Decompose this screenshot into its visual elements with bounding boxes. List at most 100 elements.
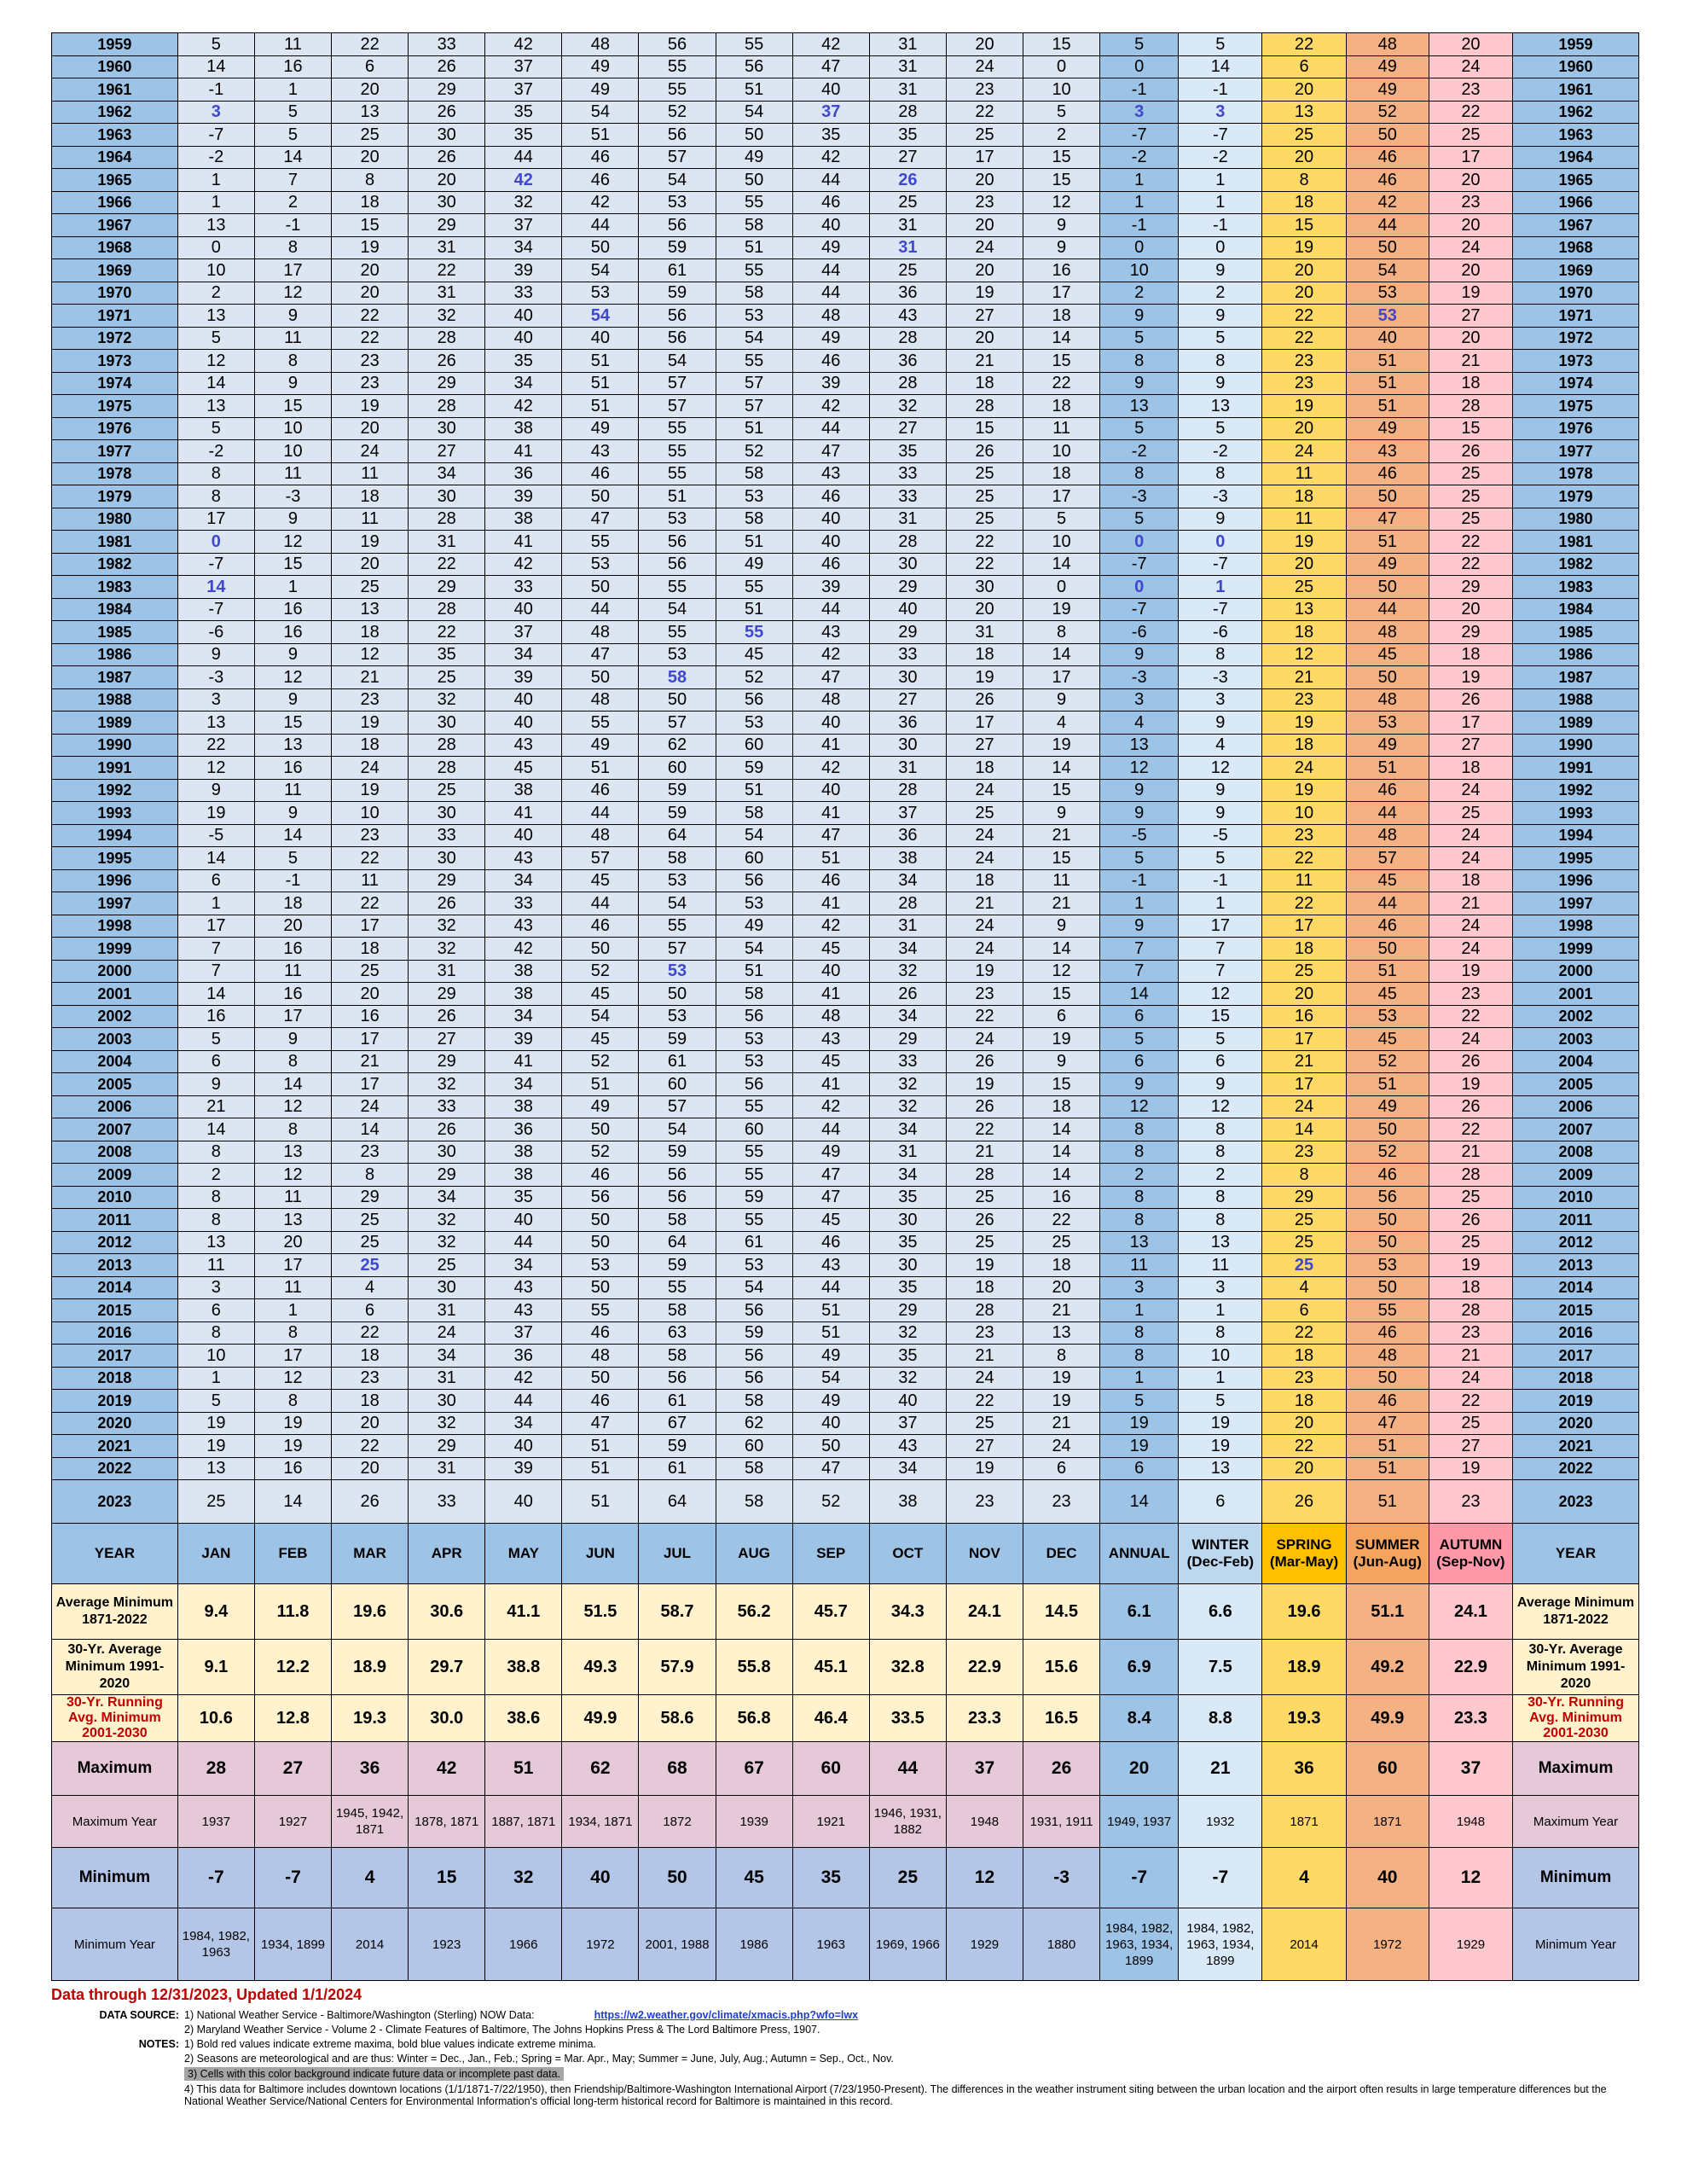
year-row-oct-cell: 29: [868, 1298, 947, 1322]
year-row-oct-cell: 35: [868, 1185, 947, 1209]
year-row-jan-cell: 5: [177, 326, 255, 350]
year-row-jun-cell: 53: [561, 552, 640, 576]
year-row-aug-cell: 55: [715, 1163, 793, 1187]
year-row-winter-cell: 11: [1178, 1253, 1263, 1277]
year-row-oct-cell: 27: [868, 145, 947, 169]
year-row-apr-cell: 30: [408, 711, 486, 735]
year-row-dec-cell: 12: [1023, 190, 1101, 214]
table-row: 2003 5 9 17 27 39 45 59 53 43 29 24 19 5 5 17 45 24 2003: [51, 1027, 1639, 1051]
maximum-year-row: Maximum Year 1937 1927 1945, 1942, 1871 1878…: [51, 1795, 1639, 1848]
year-row-year-cell: 2019: [51, 1389, 178, 1413]
maximum-year-row-may-cell: 1887, 1871: [484, 1795, 563, 1848]
year-row-jul-cell: 56: [638, 530, 716, 554]
year-row-annual-cell: 9: [1099, 642, 1180, 666]
year-row-nov-cell: 19: [945, 1072, 1024, 1096]
year-row-autumn-cell: 20: [1428, 597, 1514, 621]
year-row-annual-cell: -1: [1099, 213, 1180, 237]
table-row: 2006 21 12 24 33 38 49 57 55 42 32 26 18 12 12 24 49 26 20…: [51, 1095, 1639, 1118]
year-row-may-cell: 34: [484, 1253, 563, 1277]
year-row-spring-cell: 29: [1261, 1185, 1347, 1209]
year-row-jan-cell: 2: [177, 1163, 255, 1187]
year-row-feb-cell: 5: [253, 846, 333, 870]
year-row-jun-cell: 51: [561, 123, 640, 147]
year-row-jun-cell: 49: [561, 55, 640, 78]
year-row-jan-cell: 12: [177, 756, 255, 780]
year-row-feb-cell: 5: [253, 100, 333, 124]
year-row-summer-cell: 53: [1345, 1004, 1429, 1028]
year-row-apr-cell: 33: [408, 823, 486, 847]
year-row-aug-cell: 56: [715, 1366, 793, 1390]
year-row-sep-cell: 44: [791, 168, 870, 192]
year-row-winter-cell: 1: [1178, 1366, 1263, 1390]
year-row-aug-cell: 51: [715, 235, 793, 259]
year-row-sep-cell: 54: [791, 1366, 870, 1390]
year-row-year-cell: 2002: [51, 1004, 178, 1028]
year-row-aug-cell: 58: [715, 1456, 793, 1480]
year-row-jul-cell: 55: [638, 914, 716, 938]
row-2023-jul-cell: 64: [638, 1479, 716, 1524]
year-row-winter-cell: 14: [1178, 55, 1263, 78]
year-row-annual-cell: 3: [1099, 1275, 1180, 1299]
year-row-jun-cell: 48: [561, 32, 640, 56]
year-row-may-cell: 40: [484, 1208, 563, 1232]
source-link[interactable]: https://w2.weather.gov/climate/xmacis.ph…: [594, 2009, 859, 2021]
year-row-nov-cell: 19: [945, 1253, 1024, 1277]
year-row-feb-cell: 9: [253, 507, 333, 531]
year-row-dec-cell: 9: [1023, 801, 1101, 825]
year-row-apr-cell: 31: [408, 1366, 486, 1390]
year-row-jun-cell: 51: [561, 349, 640, 373]
year-row-aug-cell: 49: [715, 552, 793, 576]
year-row-may-cell: 39: [484, 1027, 563, 1051]
year-row-year-cell: 1999: [51, 937, 178, 961]
year-row-mar-cell: 11: [331, 462, 409, 485]
year-row-sep-cell: 40: [791, 78, 870, 102]
updated-note: Data through 12/31/2023, Updated 1/1/202…: [51, 1986, 362, 2003]
year-row-apr-cell: 22: [408, 552, 486, 576]
year-row-mar-cell: 19: [331, 711, 409, 735]
year-row-jan-cell: 6: [177, 868, 255, 892]
year-row-annual-cell: 8: [1099, 1208, 1180, 1232]
year-row-spring-cell: 20: [1261, 1411, 1347, 1435]
year-row-summer-cell: 44: [1345, 801, 1429, 825]
year-row-may-cell: 41: [484, 801, 563, 825]
year-row-aug-cell: 60: [715, 733, 793, 757]
year-row-jun-cell: 42: [561, 190, 640, 214]
year-row-spring-cell: 8: [1261, 168, 1347, 192]
year-row-apr-cell: 32: [408, 1208, 486, 1232]
average-minimum-1991-2020-row-year-cell: 30-Yr. Average Minimum 1991-2020: [51, 1639, 178, 1695]
year-row-sep-cell: 51: [791, 1321, 870, 1345]
year-row-summer-cell: 52: [1345, 1049, 1429, 1073]
year-row-year-cell: 1997: [51, 892, 178, 915]
year-row-jun-cell: 51: [561, 371, 640, 395]
year-row-nov-cell: 19: [945, 281, 1024, 305]
year-row-nov-cell: 25: [945, 462, 1024, 485]
average-minimum-1991-2020-row-nov-cell: 22.9: [945, 1639, 1024, 1695]
year-row-nov-cell: 18: [945, 1275, 1024, 1299]
minimum-year-row-year-cell: Minimum Year: [51, 1908, 178, 1981]
year-row-annual-cell: -6: [1099, 620, 1180, 644]
year-row-summer-cell: 48: [1345, 620, 1429, 644]
year-row-apr-cell: 25: [408, 778, 486, 802]
year-row-year-right-cell: 1959: [1512, 32, 1639, 56]
year-row-jul-cell: 55: [638, 620, 716, 644]
maximum-year-row-mar-cell: 1945, 1942, 1871: [331, 1795, 409, 1848]
year-row-sep-cell: 46: [791, 485, 870, 508]
year-row-winter-cell: 9: [1178, 304, 1263, 328]
year-row-dec-cell: 17: [1023, 665, 1101, 689]
average-minimum-1871-2022-row-year-cell: Average Minimum 1871-2022: [51, 1583, 178, 1640]
year-row-feb-cell: 12: [253, 281, 333, 305]
year-row-year-right-cell: 1999: [1512, 937, 1639, 961]
year-row-winter-cell: 8: [1178, 1321, 1263, 1345]
year-row-aug-cell: 54: [715, 100, 793, 124]
year-row-apr-cell: 28: [408, 326, 486, 350]
year-row-spring-cell: 19: [1261, 778, 1347, 802]
year-row-may-cell: 35: [484, 1185, 563, 1209]
year-row-spring-cell: 12: [1261, 642, 1347, 666]
year-row-nov-cell: 20: [945, 597, 1024, 621]
year-row-year-cell: 2020: [51, 1411, 178, 1435]
year-row-may-cell: 34: [484, 1411, 563, 1435]
year-row-jan-cell: 19: [177, 1434, 255, 1458]
year-row-jul-cell: 54: [638, 349, 716, 373]
year-row-feb-cell: 16: [253, 982, 333, 1006]
year-row-jan-cell: 5: [177, 416, 255, 440]
